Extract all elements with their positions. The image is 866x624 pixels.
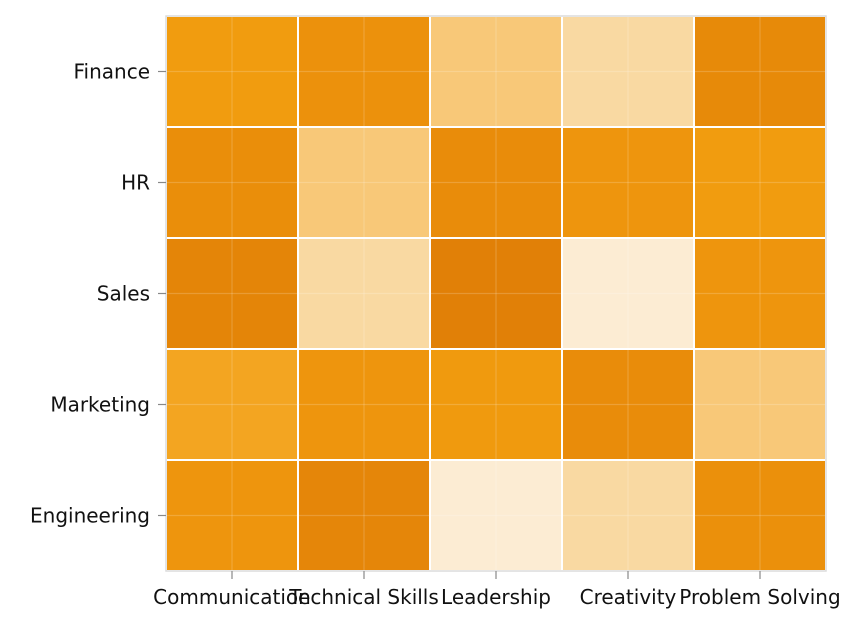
heatmap-cell: [429, 348, 563, 461]
heatmap-cell: [693, 126, 827, 239]
heatmap-cell: [297, 348, 431, 461]
gridlines: [166, 16, 826, 571]
y-tick-label: Engineering: [30, 504, 150, 528]
heatmap-cell: [297, 15, 431, 128]
y-tick-label: Marketing: [50, 393, 150, 417]
x-tick-label: Leadership: [441, 585, 551, 609]
heatmap-cell: [693, 459, 827, 572]
heatmap-cell: [429, 459, 563, 572]
heatmap-cell: [297, 237, 431, 350]
y-tick-label: HR: [121, 171, 150, 195]
heatmap-cell: [561, 348, 695, 461]
heatmap-cell: [429, 126, 563, 239]
heatmap-cells: [165, 15, 827, 572]
heatmap-cell: [165, 459, 299, 572]
x-tick-label: Creativity: [580, 585, 677, 609]
heatmap-cell: [297, 459, 431, 572]
x-tick-label: Problem Solving: [679, 585, 840, 609]
y-tick-label: Finance: [73, 60, 150, 84]
x-tick-label: Communication: [153, 585, 311, 609]
heatmap-cell: [165, 15, 299, 128]
x-tick-label: Technical Skills: [288, 585, 439, 609]
heatmap-cell: [561, 237, 695, 350]
y-axis: Finance HR Sales Marketing Engineering: [30, 60, 166, 528]
y-tick-label: Sales: [97, 282, 150, 306]
heatmap-cell: [693, 348, 827, 461]
